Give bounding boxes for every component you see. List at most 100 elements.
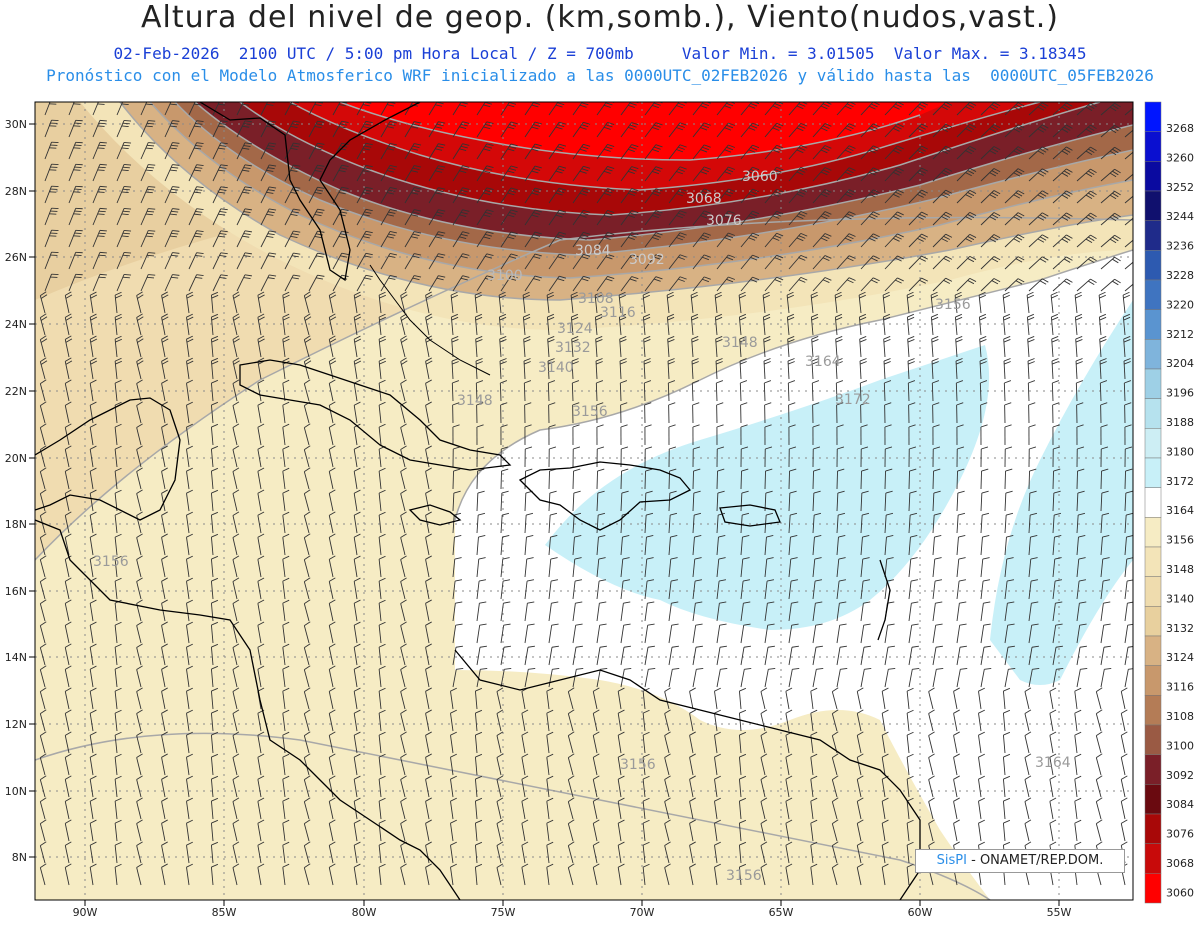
wind-barb (1004, 601, 1015, 622)
wind-barb (1052, 168, 1073, 182)
wind-barb (1075, 335, 1083, 358)
wind-barb (476, 535, 486, 556)
wind-barb (450, 775, 457, 798)
wind-barb (1004, 168, 1025, 182)
wind-barb (691, 335, 699, 358)
wind-barb (596, 231, 615, 248)
wind-barb (212, 274, 228, 292)
wind-barb (908, 535, 918, 556)
wind-barb (836, 512, 846, 534)
wind-barb (116, 163, 132, 182)
wind-barb (1052, 402, 1060, 424)
wind-barb (884, 468, 893, 490)
wind-barb (476, 165, 494, 182)
wind-barb (884, 535, 894, 556)
wind-barb (810, 797, 818, 820)
colorbar-swatch (1144, 398, 1162, 429)
wind-barb (328, 489, 336, 512)
colorbar-swatch (1144, 635, 1162, 666)
wind-barb (452, 209, 470, 226)
wind-barb (257, 841, 265, 864)
wind-barb (186, 577, 193, 600)
wind-barb (760, 819, 768, 842)
wind-barb (161, 555, 168, 578)
wind-barb (400, 687, 407, 710)
wind-barb (186, 841, 193, 864)
wind-barb (620, 188, 639, 204)
wind-barb (1026, 291, 1034, 314)
wind-barb (39, 687, 47, 710)
wind-barb (404, 253, 422, 270)
wind-barb (664, 775, 671, 798)
wind-barb (404, 187, 422, 204)
wind-barb (1074, 775, 1082, 798)
wind-barb (978, 731, 985, 754)
wind-barb (282, 753, 290, 776)
wind-barb (1120, 753, 1128, 776)
wind-barb (136, 313, 144, 336)
wind-barb (524, 645, 535, 666)
wind-barb (908, 557, 918, 578)
colorbar-swatch (1144, 190, 1162, 221)
wind-barb (400, 665, 407, 688)
wind-barb (932, 601, 943, 622)
wind-barb (1100, 102, 1121, 116)
wind-barb (906, 753, 914, 776)
colorbar-label: 3180 (1166, 445, 1194, 458)
wind-barb (400, 819, 407, 842)
wind-barb (980, 256, 1001, 270)
contour-label: 3156 (572, 404, 608, 420)
colorbar-label: 3252 (1166, 181, 1194, 194)
wind-barb (452, 424, 460, 446)
wind-barb (356, 252, 373, 270)
wind-barb (353, 577, 361, 600)
wind-barb (136, 533, 143, 556)
wind-barb (114, 511, 122, 534)
wind-barb (260, 164, 277, 182)
wind-barb (953, 775, 960, 798)
wind-barb (140, 252, 156, 270)
wind-barb (476, 187, 494, 204)
wind-barb (68, 251, 83, 270)
contour-label: 3132 (555, 340, 591, 356)
lat-label: 20N (5, 452, 27, 465)
wind-barb (1024, 797, 1032, 820)
wind-barb (186, 445, 193, 468)
wind-barb (186, 489, 193, 512)
wind-barb (210, 643, 219, 666)
wind-barb (668, 102, 687, 116)
wind-barb (692, 601, 703, 622)
wind-barb (425, 709, 432, 732)
wind-barb (1004, 468, 1013, 490)
wind-barb (232, 819, 240, 842)
wind-barb (836, 167, 856, 182)
wind-barb (452, 187, 470, 204)
wind-barb (740, 210, 760, 226)
wind-barb (831, 753, 839, 776)
wind-barb (785, 687, 793, 710)
contour-label: 3116 (600, 305, 636, 321)
wind-barb (642, 863, 650, 886)
wind-barb (161, 445, 168, 468)
wind-barb (404, 231, 422, 248)
wind-barb (353, 555, 361, 578)
wind-barb (980, 146, 1001, 160)
wind-barb (692, 579, 703, 600)
wind-barb (161, 511, 168, 534)
wind-barb (523, 358, 531, 380)
wind-barb (716, 535, 726, 556)
wind-barb (425, 555, 432, 578)
wind-barb (186, 599, 193, 622)
contour-label: 3092 (629, 252, 665, 268)
wind-barb (831, 709, 839, 732)
wind-barb (620, 579, 631, 600)
wind-barb (881, 753, 889, 776)
wind-barb (884, 512, 894, 534)
wind-barb (643, 335, 651, 358)
wind-barb (161, 665, 168, 688)
wind-barb (1124, 446, 1133, 468)
wind-barb (592, 687, 600, 710)
wind-barb (571, 335, 579, 358)
